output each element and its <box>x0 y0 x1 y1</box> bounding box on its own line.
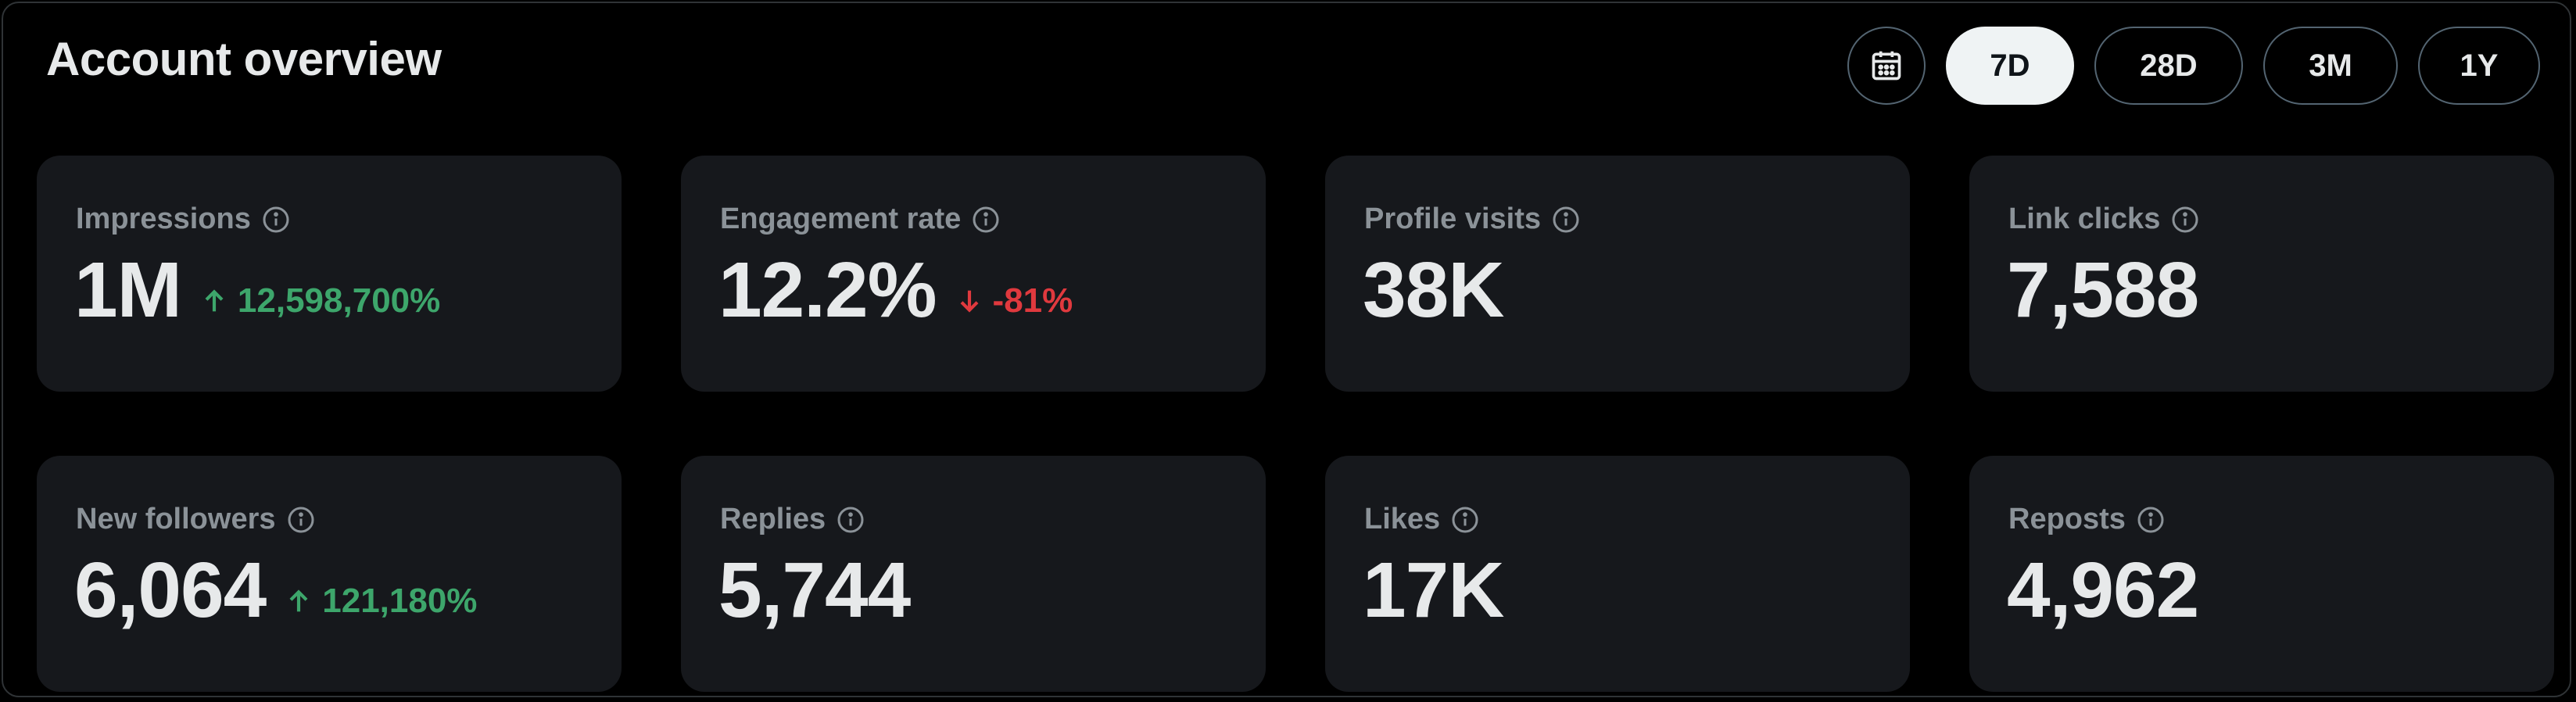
metric-card-likes[interactable]: Likes 17K <box>1325 456 1910 692</box>
info-icon[interactable] <box>2137 506 2165 534</box>
info-icon[interactable] <box>262 206 290 234</box>
metric-label: New followers <box>76 503 276 535</box>
metric-delta: 121,180% <box>283 582 477 621</box>
metric-value: 12.2% <box>718 246 937 334</box>
metric-label: Replies <box>720 503 826 535</box>
metric-delta: -81% <box>954 281 1073 321</box>
metric-card-link-clicks[interactable]: Link clicks 7,588 <box>1969 156 2554 392</box>
range-option-28d[interactable]: 28D <box>2094 27 2243 105</box>
arrow-up-icon <box>289 589 308 612</box>
metric-delta-value: -81% <box>992 281 1073 320</box>
info-icon[interactable] <box>1451 506 1479 534</box>
metric-value: 4,962 <box>2007 546 2199 634</box>
metrics-grid: Impressions 1M 12,598,700% Engagement ra… <box>37 156 2557 692</box>
page-title: Account overview <box>46 33 442 85</box>
metric-label: Engagement rate <box>720 202 962 235</box>
range-option-1y[interactable]: 1Y <box>2418 27 2540 105</box>
date-range-selector: 7D 28D 3M 1Y <box>1847 27 2540 105</box>
range-option-7d[interactable]: 7D <box>1946 27 2074 105</box>
metric-label: Likes <box>1364 503 1441 535</box>
metric-value: 17K <box>1363 546 1504 634</box>
calendar-icon <box>1872 51 1901 81</box>
metric-card-profile-visits[interactable]: Profile visits 38K <box>1325 156 1910 392</box>
arrow-up-icon <box>205 289 224 312</box>
info-icon[interactable] <box>287 506 315 534</box>
metric-value: 6,064 <box>74 546 267 634</box>
info-icon[interactable] <box>1552 206 1580 234</box>
metric-value: 7,588 <box>2007 246 2199 334</box>
arrow-down-icon <box>960 290 979 313</box>
metric-value: 1M <box>74 246 182 334</box>
metric-card-reposts[interactable]: Reposts 4,962 <box>1969 456 2554 692</box>
metric-label: Impressions <box>76 202 251 235</box>
metric-delta: 12,598,700% <box>199 281 440 321</box>
calendar-button[interactable] <box>1847 27 1926 105</box>
info-icon[interactable] <box>972 206 1000 234</box>
metric-delta-value: 121,180% <box>322 582 478 620</box>
info-icon[interactable] <box>2171 206 2199 234</box>
metric-card-engagement-rate[interactable]: Engagement rate 12.2% -81% <box>681 156 1266 392</box>
info-icon[interactable] <box>837 506 865 534</box>
metric-card-new-followers[interactable]: New followers 6,064 121,180% <box>37 456 622 692</box>
metric-delta-value: 12,598,700% <box>237 281 441 320</box>
metric-label: Link clicks <box>2008 202 2161 235</box>
metric-card-replies[interactable]: Replies 5,744 <box>681 456 1266 692</box>
range-option-3m[interactable]: 3M <box>2263 27 2398 105</box>
metric-label: Profile visits <box>1364 202 1541 235</box>
metric-card-impressions[interactable]: Impressions 1M 12,598,700% <box>37 156 622 392</box>
metric-value: 5,744 <box>718 546 911 634</box>
metric-value: 38K <box>1363 246 1504 334</box>
metric-label: Reposts <box>2008 503 2126 535</box>
